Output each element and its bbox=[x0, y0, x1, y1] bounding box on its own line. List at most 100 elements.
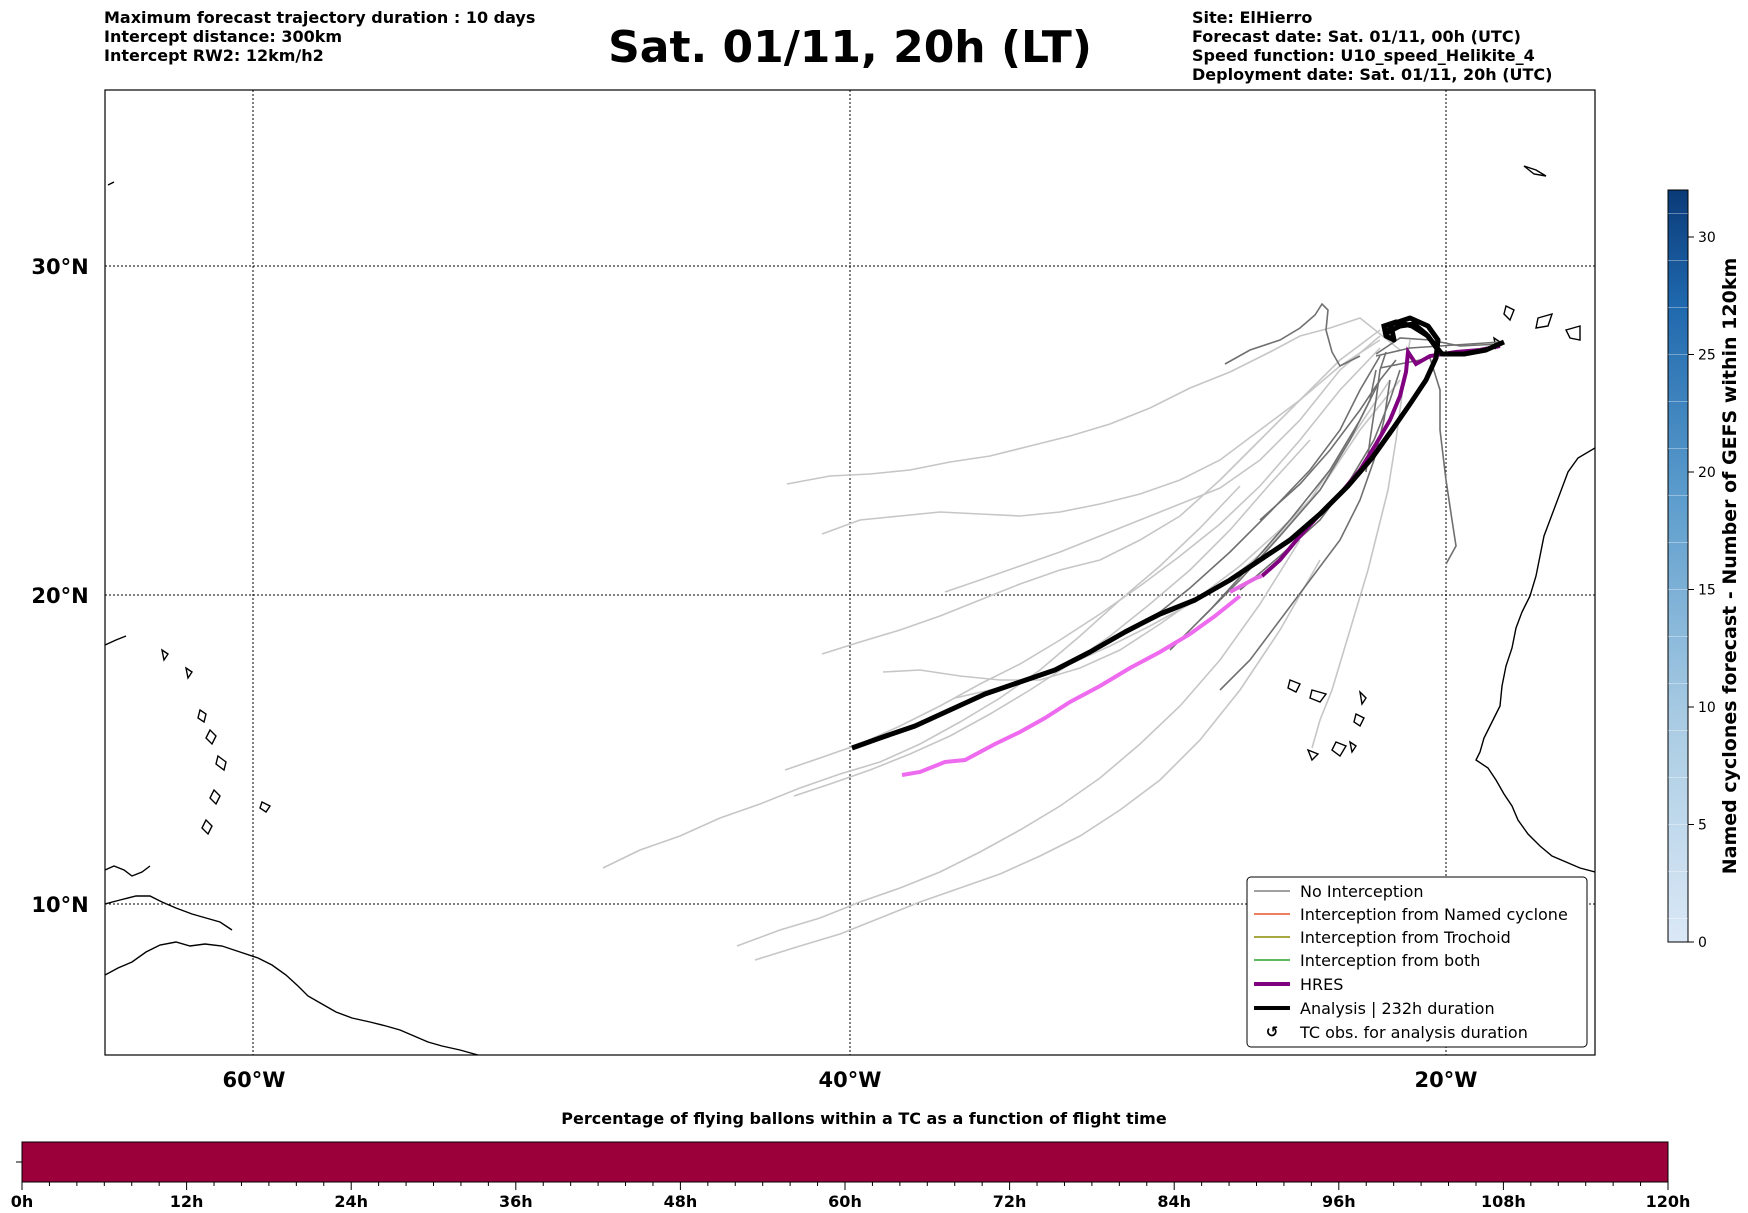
header-left-line: Maximum forecast trajectory duration : 1… bbox=[104, 8, 536, 27]
trajectory-gefs bbox=[736, 539, 1301, 947]
header-left: Maximum forecast trajectory duration : 1… bbox=[104, 8, 535, 65]
colorbar-tick-label: 30 bbox=[1698, 230, 1716, 246]
flight-time-tick-label: 96h bbox=[1322, 1192, 1356, 1211]
coast-africa bbox=[1475, 447, 1595, 873]
flight-time-tick-label: 0h bbox=[11, 1192, 34, 1211]
island-canary bbox=[1503, 304, 1515, 322]
island-cape-verde bbox=[1331, 741, 1348, 758]
trajectory-gefs bbox=[602, 485, 1241, 869]
trajectory-gefs bbox=[784, 347, 1381, 771]
colorbar-tick-label: 15 bbox=[1698, 583, 1716, 599]
trajectories-light bbox=[602, 317, 1411, 961]
island-antilles bbox=[201, 818, 213, 836]
lon-label: 40°W bbox=[819, 1068, 882, 1092]
colorbar-gradient bbox=[1667, 189, 1689, 943]
trajectory-gefs bbox=[786, 317, 1401, 485]
colorbar-tick-label: 20 bbox=[1698, 465, 1716, 481]
trajectory-gefs bbox=[1224, 302, 1361, 368]
header-right-line: Speed function: U10_speed_Helikite_4 bbox=[1192, 46, 1535, 65]
legend-box bbox=[1246, 876, 1588, 1048]
island-canary bbox=[1535, 312, 1554, 329]
trajectory-analysis-loop bbox=[1381, 319, 1441, 352]
island-cape-verde bbox=[1358, 689, 1367, 706]
header-right: Site: ElHierro Forecast date: Sat. 01/11… bbox=[1192, 8, 1552, 84]
flight-time-ticks: 0h 12h 24h 36h 48h 60h 72h 84h 96h 108h 120h bbox=[11, 1182, 1691, 1211]
trajectory-gefs bbox=[754, 559, 1321, 961]
flight-time-tick-label: 72h bbox=[993, 1192, 1027, 1211]
flight-time-tick-label: 12h bbox=[170, 1192, 204, 1211]
colorbar-tick-label: 0 bbox=[1698, 935, 1707, 951]
lon-label: 20°W bbox=[1415, 1068, 1478, 1092]
trajectory-gefs bbox=[1199, 369, 1377, 621]
island-cape-verde bbox=[1353, 712, 1365, 728]
trajectory-gefs bbox=[1379, 357, 1457, 565]
legend-label: Interception from Trochoid bbox=[1300, 928, 1511, 947]
coast-hispaniola bbox=[105, 865, 151, 877]
island-antilles bbox=[209, 788, 221, 806]
trajectory-gefs bbox=[944, 335, 1381, 593]
colorbar-tick-label: 10 bbox=[1698, 700, 1716, 716]
colorbar-tick-label: 5 bbox=[1698, 818, 1707, 834]
island-cape-verde bbox=[1309, 689, 1328, 703]
map-layer bbox=[105, 90, 1595, 1055]
colorbar-label: Named cyclones forecast - Number of GEFS… bbox=[1719, 258, 1741, 875]
header-left-line: Intercept distance: 300km bbox=[104, 27, 343, 46]
island-canary bbox=[1564, 325, 1581, 341]
coast-bahamas bbox=[105, 635, 127, 646]
trajectory-gefs bbox=[821, 329, 1381, 535]
coast-venezuela bbox=[105, 895, 233, 931]
trajectory-gefs bbox=[1149, 355, 1381, 621]
trajectory-hres-early bbox=[901, 594, 1242, 777]
island-antilles bbox=[215, 754, 227, 772]
flight-time-tick-label: 48h bbox=[664, 1192, 698, 1211]
coast-bermuda bbox=[107, 181, 115, 186]
trajectory-gefs bbox=[1259, 359, 1397, 521]
island-antilles bbox=[160, 648, 169, 662]
island-madeira bbox=[1523, 165, 1547, 177]
flight-time-bar: Percentage of flying ballons within a TC… bbox=[11, 1109, 1691, 1211]
flight-time-tick-label: 120h bbox=[1646, 1192, 1691, 1211]
coastlines bbox=[105, 165, 1595, 1055]
island-antilles bbox=[184, 666, 193, 680]
colorbar-ticks: 0 5 10 15 20 25 30 bbox=[1668, 213, 1716, 951]
lat-label: 20°N bbox=[31, 584, 88, 608]
colorbar: 0 5 10 15 20 25 30 Named cyclones forecast - N… bbox=[1667, 189, 1741, 951]
legend-labels: No Interception Interception from Named … bbox=[1299, 882, 1568, 1042]
trajectory-gefs bbox=[1375, 341, 1501, 357]
flight-time-title: Percentage of flying ballons within a TC… bbox=[561, 1109, 1167, 1128]
flight-time-tick-label: 36h bbox=[499, 1192, 533, 1211]
tc-obs-icon: ↺ bbox=[1266, 1023, 1279, 1041]
trajectory-gefs bbox=[821, 339, 1381, 655]
flight-time-tick-label: 24h bbox=[334, 1192, 368, 1211]
trajectory-hres-start bbox=[1229, 574, 1263, 594]
trajectory-gefs bbox=[793, 439, 1311, 797]
map-title: Sat. 01/11, 20h (LT) bbox=[608, 22, 1092, 73]
legend-label: HRES bbox=[1300, 975, 1343, 994]
legend-label: Interception from both bbox=[1300, 951, 1480, 970]
lon-label: 60°W bbox=[223, 1068, 286, 1092]
header-left-line: Intercept RW2: 12km/h2 bbox=[104, 46, 324, 65]
island-cape-verde bbox=[1287, 679, 1301, 693]
island-antilles bbox=[205, 728, 217, 746]
lat-label: 30°N bbox=[31, 255, 88, 279]
island-barbados bbox=[259, 801, 272, 813]
legend-label: TC obs. for analysis duration bbox=[1299, 1023, 1528, 1042]
legend-label: Analysis | 232h duration bbox=[1300, 999, 1495, 1018]
legend-label: Interception from Named cyclone bbox=[1300, 905, 1568, 924]
island-cape-verde bbox=[1306, 748, 1320, 762]
flight-time-tick-label: 60h bbox=[828, 1192, 862, 1211]
coast-south-america bbox=[105, 941, 479, 1055]
header-right-line: Forecast date: Sat. 01/11, 00h (UTC) bbox=[1192, 27, 1521, 46]
legend: ↺ No Interception Interception from Name… bbox=[1246, 876, 1588, 1048]
flight-time-tick-label: 84h bbox=[1157, 1192, 1191, 1211]
header-right-line: Site: ElHierro bbox=[1192, 8, 1313, 27]
island-cape-verde bbox=[1348, 740, 1357, 754]
header-right-line: Deployment date: Sat. 01/11, 20h (UTC) bbox=[1192, 65, 1553, 84]
island-antilles bbox=[197, 708, 207, 724]
flight-time-fill bbox=[21, 1141, 1669, 1183]
colorbar-tick-label: 25 bbox=[1698, 348, 1716, 364]
lat-label: 10°N bbox=[31, 893, 88, 917]
legend-label: No Interception bbox=[1300, 882, 1424, 901]
flight-time-tick-label: 108h bbox=[1481, 1192, 1526, 1211]
